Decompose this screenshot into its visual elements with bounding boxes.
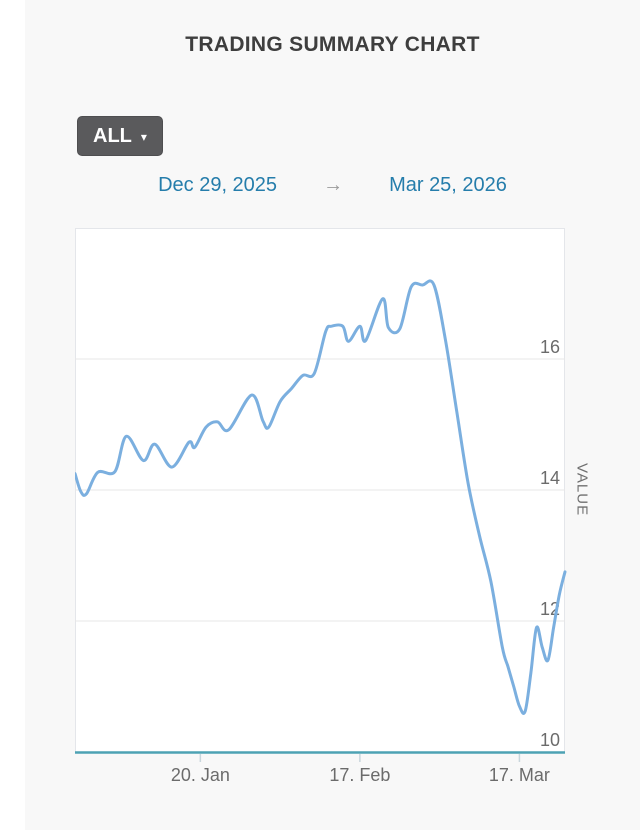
y-axis-title: VALUE: [573, 463, 591, 517]
series-line-value: [75, 279, 567, 715]
x-tick-label: 17. Feb: [329, 765, 390, 785]
y-tick-label: 16: [540, 337, 560, 357]
range-dropdown-label: ALL: [93, 124, 132, 147]
date-range: Dec 29, 2025 → Mar 25, 2026: [25, 174, 640, 197]
chart-area: 16 14 12 10 20. Jan 17. Feb 17. Mar VALUE: [75, 228, 610, 803]
y-tick-label: 10: [540, 730, 560, 750]
page-title: TRADING SUMMARY CHART: [185, 33, 480, 56]
right-arrow-icon: →: [323, 174, 344, 196]
x-tick-label: 17. Mar: [489, 765, 550, 785]
caret-down-icon: ▾: [140, 130, 147, 144]
page-left-margin: [0, 0, 25, 830]
start-date-link[interactable]: Dec 29, 2025: [158, 174, 278, 196]
range-dropdown-button[interactable]: ALL ▾: [77, 116, 163, 156]
y-tick-label: 14: [540, 468, 560, 488]
x-tick-label: 20. Jan: [171, 765, 230, 785]
end-date-link[interactable]: Mar 25, 2026: [389, 174, 507, 196]
